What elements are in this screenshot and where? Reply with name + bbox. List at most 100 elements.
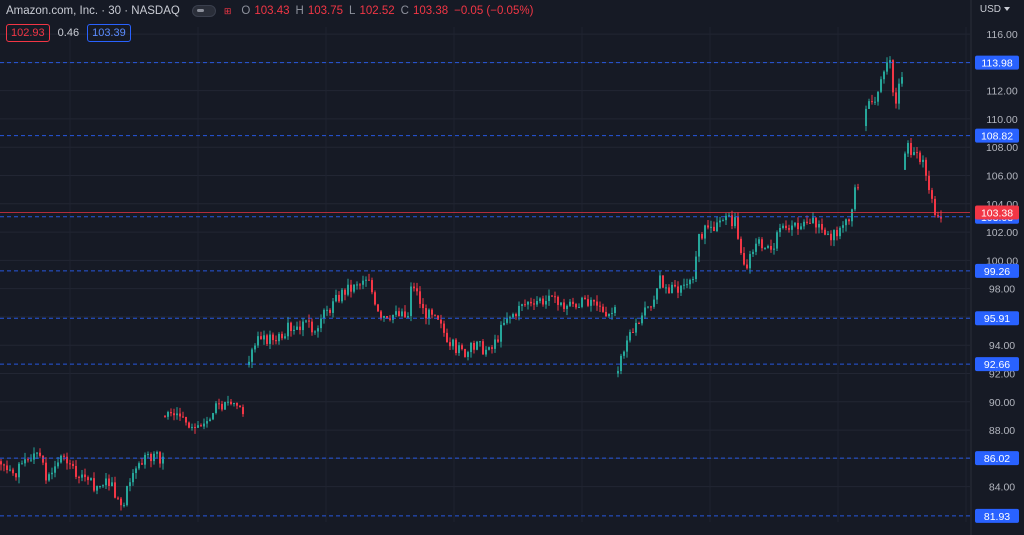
- price-level-label: 92.66: [984, 359, 1010, 371]
- currency-selector[interactable]: USD: [980, 4, 1010, 15]
- price-level-label-bg: [975, 357, 1019, 372]
- candle-body: [874, 101, 876, 103]
- candle-body: [545, 301, 547, 305]
- candle-body: [57, 462, 59, 467]
- buy-price-button[interactable]: 103.39: [87, 24, 131, 42]
- spread-value: 0.46: [57, 27, 80, 39]
- candle-body: [281, 333, 283, 339]
- candle-body: [656, 288, 658, 300]
- candle-body: [9, 469, 11, 471]
- candle-body: [239, 405, 241, 408]
- candle-body: [569, 301, 571, 306]
- last-price-label: 103.38: [981, 208, 1013, 220]
- candle-body: [272, 334, 274, 341]
- candle-body: [182, 416, 184, 418]
- candle-body: [857, 187, 859, 189]
- candle-body: [740, 238, 742, 254]
- candle-body: [347, 284, 349, 295]
- candle-body: [120, 498, 122, 506]
- candle-body: [632, 332, 634, 334]
- candle-body: [323, 309, 325, 319]
- candle-body: [51, 472, 53, 475]
- price-level-label: 99.26: [984, 266, 1010, 278]
- candle-body: [392, 314, 394, 320]
- candle-body: [671, 284, 673, 294]
- candle-body: [650, 306, 652, 308]
- candle-body: [24, 459, 26, 464]
- candle-body: [129, 482, 131, 487]
- candle-body: [15, 473, 17, 478]
- candle-body: [812, 217, 814, 224]
- candle-body: [176, 413, 178, 416]
- price-level-label-bg: [975, 263, 1019, 278]
- candle-body: [18, 463, 20, 478]
- candle-body: [689, 279, 691, 285]
- y-tick-label: 106.00: [986, 171, 1018, 183]
- candle-body: [581, 297, 583, 307]
- price-level-label: 81.93: [984, 511, 1010, 523]
- candle-body: [150, 453, 152, 462]
- candle-body: [167, 412, 169, 417]
- candle-body: [69, 463, 71, 465]
- candle-body: [617, 371, 619, 374]
- candle-body: [764, 247, 766, 249]
- candle-body: [524, 304, 526, 306]
- candle-body: [587, 299, 589, 306]
- candle-body: [749, 254, 751, 269]
- candle-body: [901, 77, 903, 84]
- price-level-label-bg: [975, 508, 1019, 523]
- candle-body: [206, 421, 208, 424]
- candle-body: [506, 318, 508, 323]
- candle-body: [479, 341, 481, 343]
- last-price-label-bg: [975, 205, 1019, 220]
- candle-body: [782, 225, 784, 228]
- candle-body: [48, 474, 50, 481]
- candle-body: [236, 402, 238, 406]
- candle-body: [925, 159, 927, 176]
- candle-body: [72, 463, 74, 467]
- legend-settings-icon[interactable]: ⊞: [223, 5, 232, 16]
- candle-body: [824, 229, 826, 235]
- candle-body: [0, 461, 2, 465]
- symbol-title[interactable]: Amazon.com, Inc. · 30 · NASDAQ: [6, 5, 180, 17]
- candle-body: [260, 336, 262, 340]
- candle-body: [713, 226, 715, 232]
- price-level-label-bg: [975, 311, 1019, 326]
- candle-body: [428, 309, 430, 319]
- candle-body: [491, 347, 493, 349]
- candle-body: [599, 305, 601, 307]
- candle-body: [572, 301, 574, 305]
- candle-body: [871, 101, 873, 103]
- candle-body: [33, 453, 35, 460]
- candle-body: [251, 349, 253, 362]
- candle-body: [233, 402, 235, 405]
- candle-body: [362, 280, 364, 285]
- candle-body: [42, 455, 44, 463]
- candle-body: [659, 275, 661, 289]
- candle-body: [60, 455, 62, 463]
- candle-body: [473, 342, 475, 350]
- candle-body: [269, 334, 271, 344]
- candle-body: [731, 215, 733, 227]
- candle-body: [344, 289, 346, 295]
- candle-body: [93, 478, 95, 491]
- candle-body: [557, 296, 559, 305]
- candle-body: [215, 403, 217, 414]
- candle-body: [99, 485, 101, 487]
- candle-body: [126, 486, 128, 506]
- candle-body: [335, 294, 337, 302]
- candle-body: [548, 295, 550, 302]
- candle-body: [464, 349, 466, 357]
- candle-body: [644, 307, 646, 316]
- sell-price-button[interactable]: 102.93: [6, 24, 50, 42]
- candle-body: [752, 251, 754, 255]
- candle-body: [317, 328, 319, 332]
- candle-body: [536, 300, 538, 305]
- toggle-icon[interactable]: [191, 5, 216, 17]
- candle-body: [931, 190, 933, 199]
- candle-body: [710, 226, 712, 228]
- y-tick-label: 116.00: [986, 29, 1017, 41]
- candle-body: [883, 71, 885, 80]
- candle-body: [839, 227, 841, 237]
